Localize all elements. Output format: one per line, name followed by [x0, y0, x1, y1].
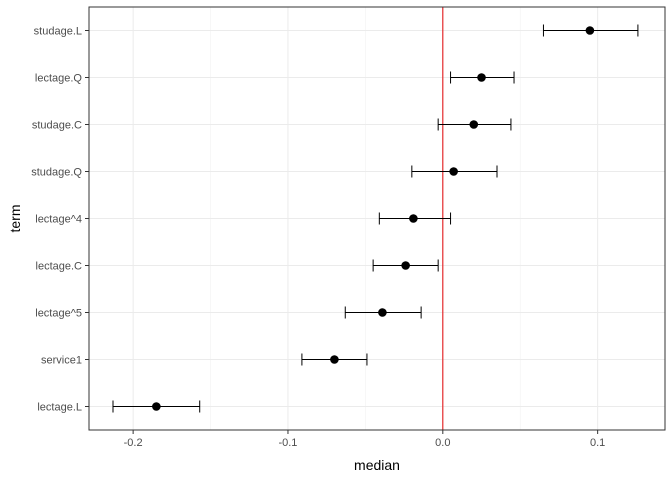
- y-axis-title: term: [7, 205, 23, 233]
- y-axis: lectage.L service1 lectage^5 lectage.C lecta…: [31, 26, 89, 414]
- x-tick-label: 0.1: [590, 437, 605, 449]
- data-point: [585, 26, 595, 35]
- y-tick-label: lectage.L: [37, 402, 82, 414]
- data-point: [449, 167, 458, 176]
- y-tick-label: lectage^4: [35, 214, 82, 226]
- x-axis-title: median: [354, 457, 400, 473]
- y-tick-label: studage.Q: [31, 167, 82, 179]
- y-tick-label: lectage.C: [36, 261, 83, 273]
- y-tick-label: studage.C: [32, 120, 82, 132]
- x-tick-label: -0.1: [278, 437, 297, 449]
- x-tick-label: 0.0: [435, 437, 450, 449]
- data-point: [378, 308, 387, 317]
- x-tick-label: -0.2: [124, 437, 143, 449]
- y-tick-label: lectage^5: [35, 308, 82, 320]
- data-point: [330, 355, 339, 364]
- data-point: [152, 402, 161, 411]
- x-axis: -0.2 -0.1 0.0 0.1: [124, 430, 605, 449]
- y-tick-label: studage.L: [34, 26, 82, 38]
- y-tick-label: lectage.Q: [35, 73, 83, 85]
- data-point: [469, 120, 479, 129]
- data-marks: [112, 24, 639, 413]
- y-tick-label: service1: [41, 355, 82, 367]
- data-point: [401, 261, 410, 270]
- data-point: [409, 214, 418, 223]
- data-point: [477, 73, 486, 82]
